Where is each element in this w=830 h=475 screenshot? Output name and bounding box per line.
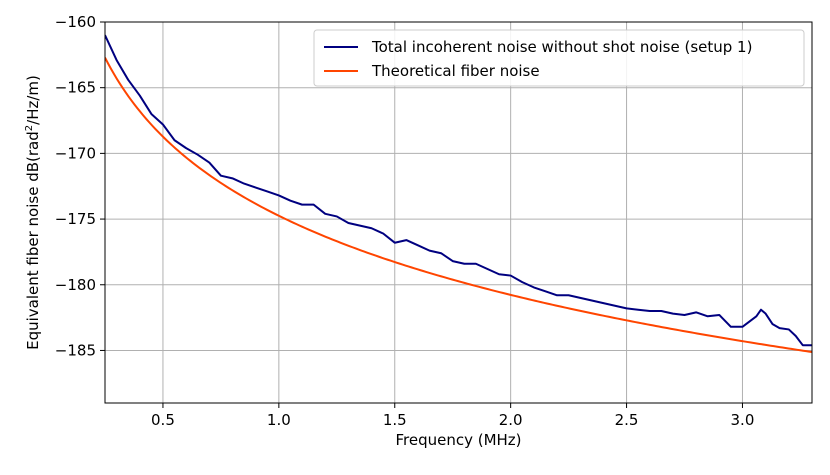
x-tick-label: 1.5 [383,411,407,429]
x-tick-label: 0.5 [151,411,175,429]
series-layer [105,34,812,354]
ticks: 0.5 1.0 1.5 2.0 2.5 3.0 −160 −165 −170 −175 −180 −1… [55,13,755,429]
series-line-total-noise [105,34,812,347]
legend-label-total-noise: Total incoherent noise without shot nois… [371,38,752,56]
x-tick-label: 2.0 [499,411,523,429]
series-line-theoretical [105,57,812,354]
y-tick-label: −185 [55,341,96,359]
y-tick-label: −180 [55,276,96,294]
y-tick-label: −160 [55,13,96,31]
x-tick-label: 1.0 [267,411,291,429]
y-tick-label: −175 [55,210,96,228]
y-tick-label: −170 [55,144,96,162]
legend-box [313,29,805,87]
y-axis-label-main: Equivalent fiber noise dB(rad [24,131,42,350]
y-axis-label-superscript: 2 [24,125,35,131]
plot-frame [104,21,813,404]
x-axis-label: Frequency (MHz) [395,431,521,449]
x-tick-label: 2.5 [615,411,639,429]
y-axis-label-tail: /Hz/m) [24,75,42,125]
legend: Total incoherent noise without shot nois… [313,29,805,87]
y-axis-label: Equivalent fiber noise dB(rad2/Hz/m) [24,75,42,350]
x-tick-label: 3.0 [731,411,755,429]
legend-label-theoretical: Theoretical fiber noise [371,62,540,80]
y-tick-label: −165 [55,79,96,97]
